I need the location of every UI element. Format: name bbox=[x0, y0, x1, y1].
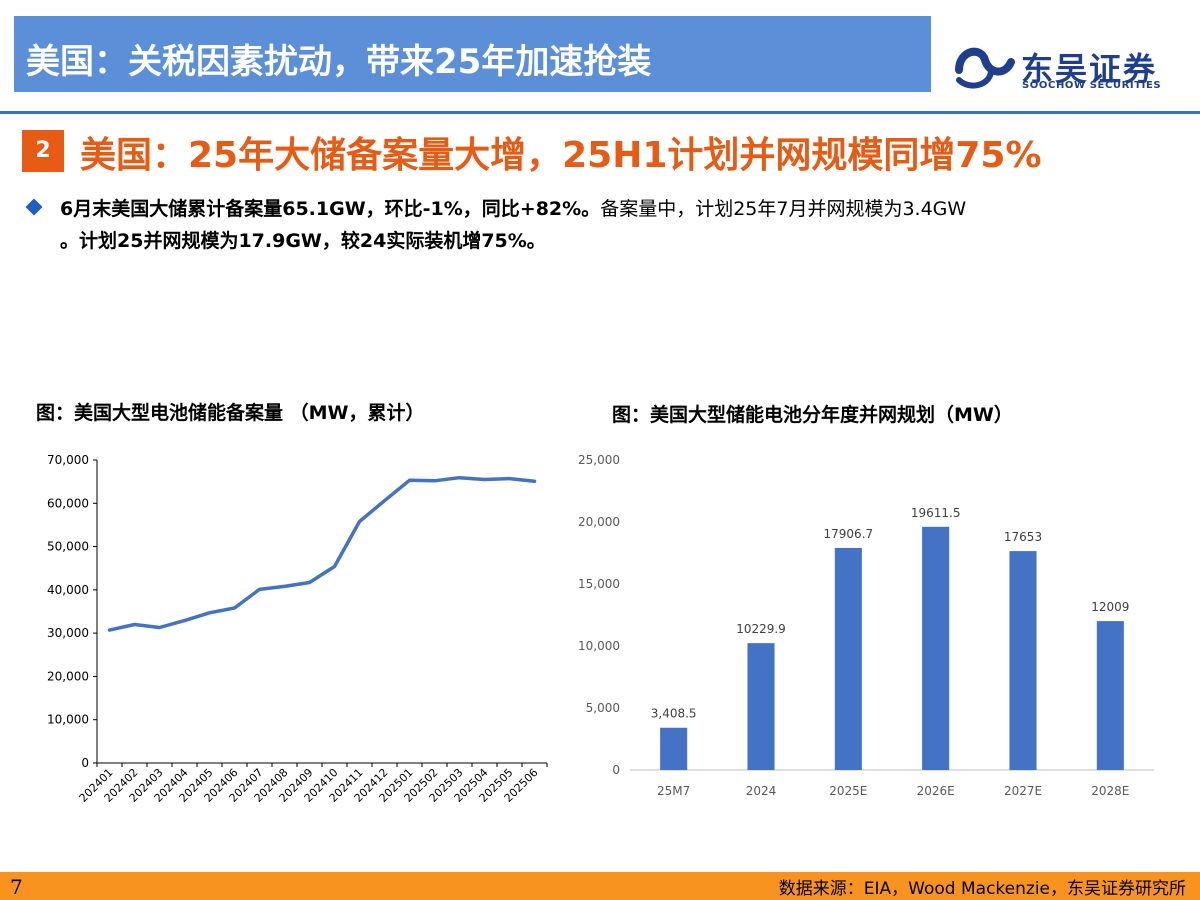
y-tick-label: 15,000 bbox=[578, 577, 620, 591]
x-tick-label: 25M7 bbox=[657, 784, 690, 798]
series-line bbox=[107, 475, 537, 632]
logo-text-en: SOOCHOW SECURITIES bbox=[1022, 80, 1162, 91]
x-tick-label: 2027E bbox=[1004, 784, 1042, 798]
y-tick-label: 0 bbox=[612, 763, 620, 777]
bar-chart: 0 5,000 10,000 15,000 20,000 25,000 3,408.5 25M… bbox=[578, 453, 1154, 798]
bar-value-label: 17653 bbox=[1004, 530, 1042, 544]
y-tick-label: 10,000 bbox=[47, 713, 89, 727]
bar-chart-title: 图：美国大型储能电池分年度并网规划（MW） bbox=[612, 404, 1013, 426]
bar bbox=[660, 727, 688, 770]
y-tick-label: 10,000 bbox=[578, 639, 620, 653]
y-tick-label: 30,000 bbox=[47, 626, 89, 640]
y-tick-label: 50,000 bbox=[47, 540, 89, 554]
bar-value-label: 17906.7 bbox=[824, 527, 874, 541]
y-tick-label: 0 bbox=[81, 756, 89, 770]
logo-text-cn: 东吴证券 bbox=[1021, 50, 1158, 88]
bar bbox=[834, 547, 862, 770]
y-tick-label: 25,000 bbox=[578, 453, 620, 467]
x-tick-label: 2026E bbox=[917, 784, 955, 798]
bar bbox=[747, 643, 775, 770]
page-number: 7 bbox=[10, 875, 23, 899]
x-tick-label: 2028E bbox=[1091, 784, 1129, 798]
summary-normal: 备案量中，计划25年7月并网规模为3.4GW bbox=[600, 198, 967, 220]
section-number-badge: 2 bbox=[22, 130, 64, 172]
bar-value-label: 19611.5 bbox=[911, 506, 961, 520]
y-tick-label: 70,000 bbox=[47, 453, 89, 467]
summary-bold: 6月末美国大储累计备案量65.1GW，环比-1%，同比+82%。 bbox=[60, 198, 601, 220]
bar bbox=[922, 526, 950, 770]
page-title: 美国：关税因素扰动，带来25年加速抢装 bbox=[26, 42, 652, 82]
diamond-bullet-icon bbox=[25, 198, 43, 216]
bar-value-label: 12009 bbox=[1091, 600, 1129, 614]
company-logo: 东吴证券 SOOCHOW SECURITIES bbox=[955, 40, 1175, 95]
soochow-logo-icon bbox=[955, 47, 1015, 89]
line-chart: 0 10,000 20,000 30,000 40,000 50,000 60,000 70,… bbox=[47, 453, 548, 805]
y-tick-label: 40,000 bbox=[47, 583, 89, 597]
bar bbox=[1096, 621, 1124, 770]
title-bar: 美国：关税因素扰动，带来25年加速抢装 bbox=[14, 16, 931, 92]
footer-bar bbox=[0, 872, 1200, 900]
summary-bold-2: 。计划25并网规模为17.9GW，较24实际装机增75%。 bbox=[60, 230, 546, 252]
y-tick-label: 5,000 bbox=[586, 701, 620, 715]
line-chart-title: 图：美国大型电池储能备案量 （MW，累计） bbox=[36, 402, 425, 424]
x-tick-label: 2025E bbox=[829, 784, 867, 798]
y-tick-label: 20,000 bbox=[47, 669, 89, 683]
header-divider bbox=[0, 111, 1200, 114]
section-title: 美国：25年大储备案量大增，25H1计划并网规模同增75% bbox=[80, 135, 1042, 176]
bar-value-label: 10229.9 bbox=[736, 622, 786, 636]
x-tick-label: 2024 bbox=[746, 784, 777, 798]
y-tick-label: 20,000 bbox=[578, 515, 620, 529]
y-tick-label: 60,000 bbox=[47, 496, 89, 510]
summary-text: 6月末美国大储累计备案量65.1GW，环比-1%，同比+82%。备案量中，计划2… bbox=[60, 193, 1170, 257]
data-source: 数据来源：EIA，Wood Mackenzie，东吴证券研究所 bbox=[778, 879, 1186, 899]
bar-value-label: 3,408.5 bbox=[651, 707, 697, 721]
bar bbox=[1009, 551, 1037, 770]
